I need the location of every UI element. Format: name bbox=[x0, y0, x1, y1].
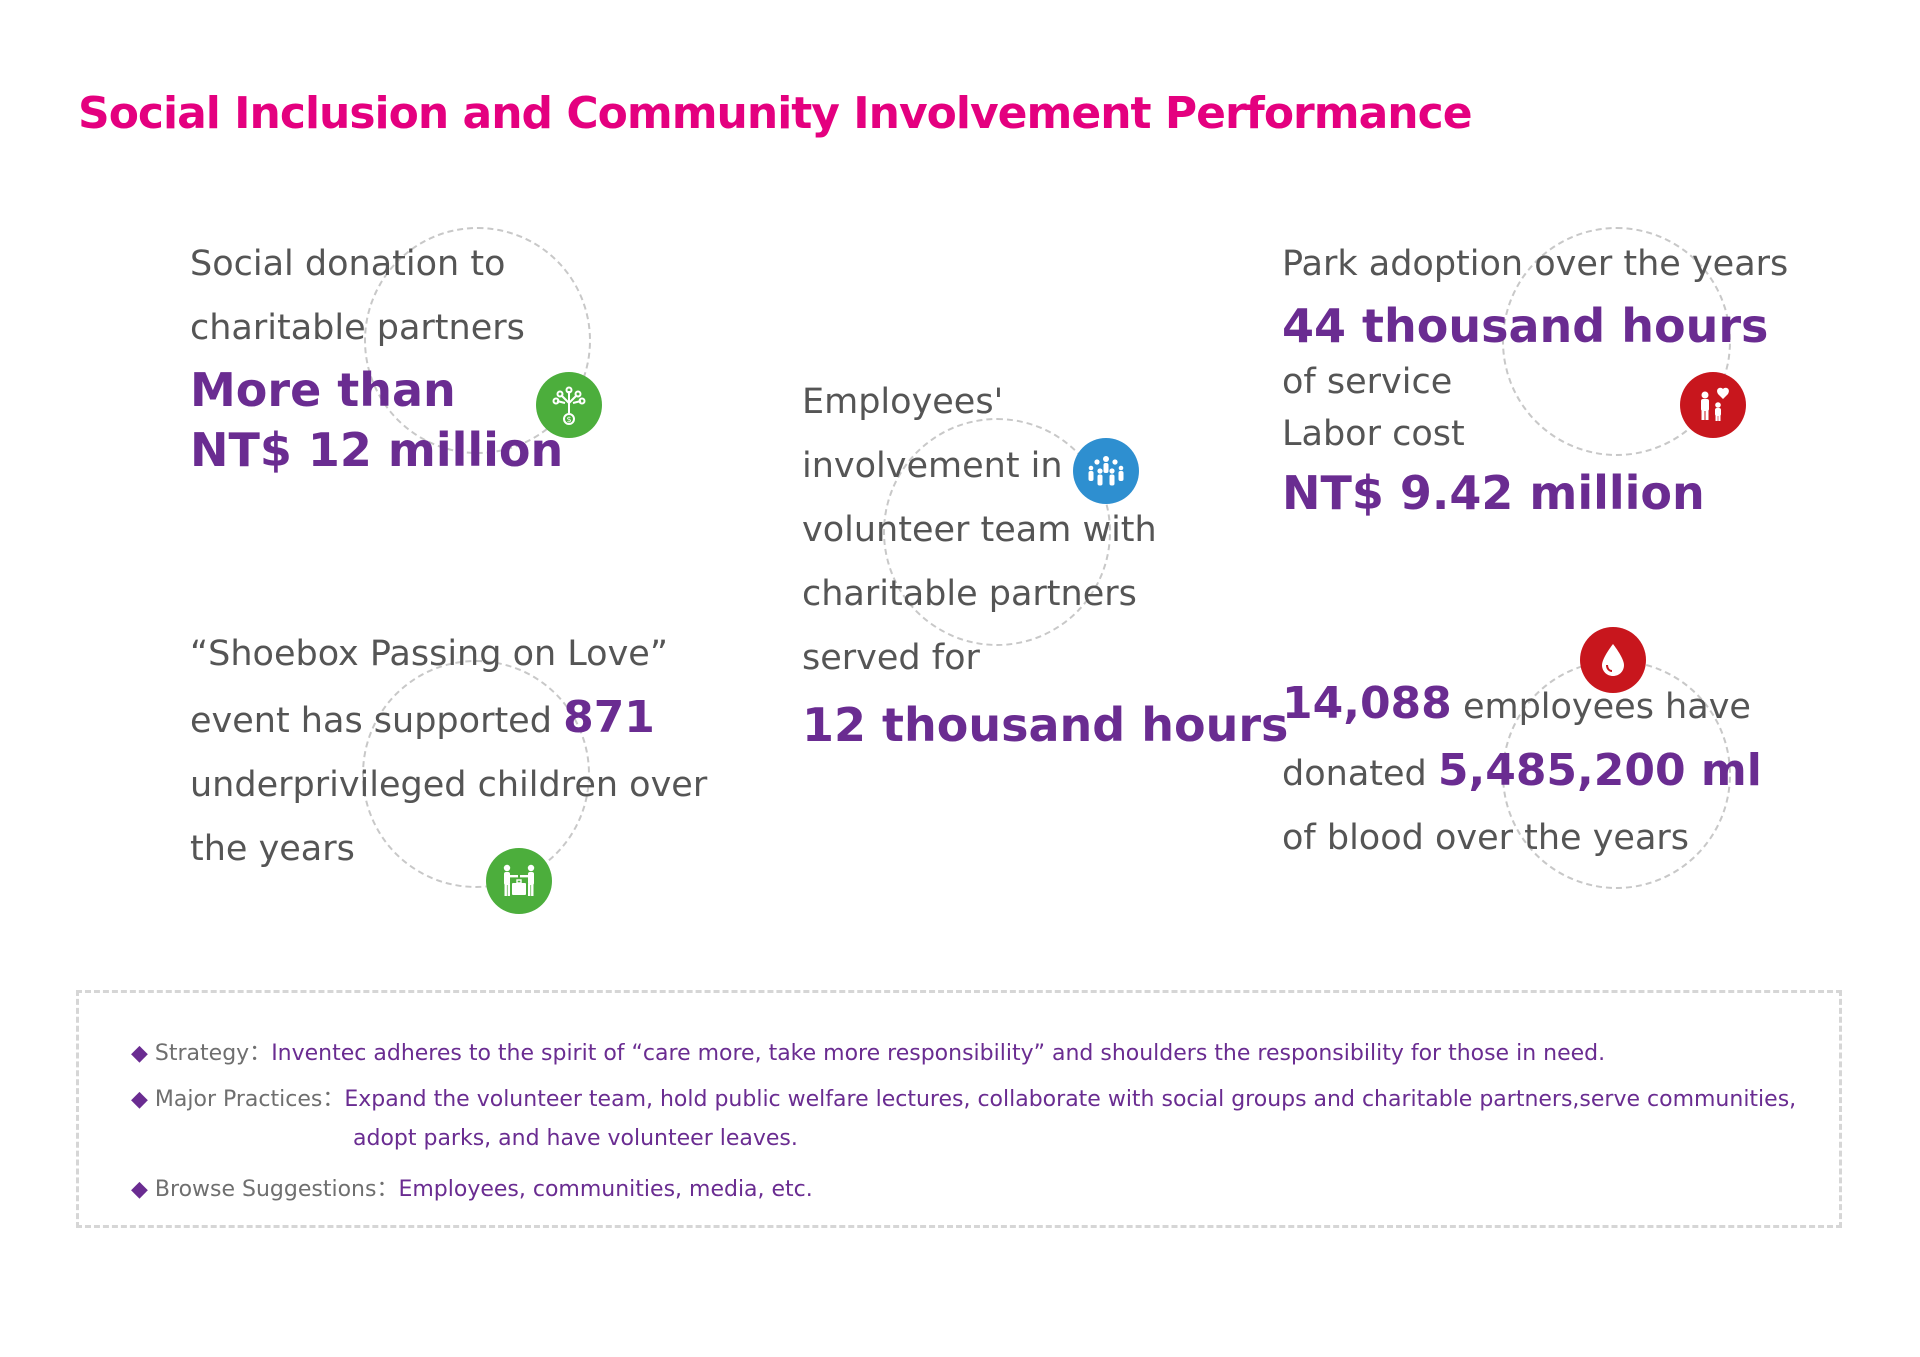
park-text-1: Park adoption over the years bbox=[1282, 244, 1789, 284]
donation-text-2: charitable partners bbox=[190, 308, 525, 348]
donation-value-1: More than bbox=[190, 363, 456, 417]
volunteer-text-5: served for bbox=[802, 638, 980, 678]
info-box: ◆ Strategy：Inventec adheres to the spiri… bbox=[76, 990, 1842, 1228]
strategy-line: ◆ Strategy：Inventec adheres to the spiri… bbox=[131, 1035, 1605, 1067]
page-title: Social Inclusion and Community Involveme… bbox=[78, 88, 1473, 139]
browse-line: ◆ Browse Suggestions：Employees, communit… bbox=[131, 1171, 813, 1203]
shoebox-text-3: underprivileged children over bbox=[190, 765, 708, 805]
volunteer-text-4: charitable partners bbox=[802, 574, 1137, 614]
browse-value: Employees, communities, media, etc. bbox=[398, 1177, 813, 1202]
park-value-1: 44 thousand hours bbox=[1282, 299, 1769, 353]
diamond-bullet-icon: ◆ bbox=[131, 1041, 148, 1066]
shoebox-count: 871 bbox=[563, 692, 655, 743]
shoebox-text-4: the years bbox=[190, 829, 355, 869]
practices-line-2: adopt parks, and have volunteer leaves. bbox=[353, 1126, 798, 1151]
browse-label: Browse Suggestions： bbox=[154, 1177, 399, 1202]
blood-drop-icon bbox=[1580, 627, 1646, 693]
strategy-value: Inventec adheres to the spirit of “care … bbox=[271, 1041, 1606, 1066]
family-heart-icon bbox=[1680, 372, 1746, 438]
strategy-label: Strategy： bbox=[154, 1041, 272, 1066]
blood-text-2: donated 5,485,200 ml bbox=[1282, 739, 1762, 806]
blood-block: 14,088 employees have donated 5,485,200 … bbox=[1282, 672, 1762, 870]
blood-text-2-prefix: donated bbox=[1282, 754, 1427, 794]
practices-value-2: adopt parks, and have volunteer leaves. bbox=[353, 1126, 798, 1151]
shoebox-text-2-prefix: event has supported bbox=[190, 701, 552, 741]
practices-line: ◆ Major Practices：Expand the volunteer t… bbox=[131, 1081, 1796, 1113]
diamond-bullet-icon: ◆ bbox=[131, 1177, 148, 1202]
blood-text-1-suffix: employees have bbox=[1462, 687, 1751, 727]
park-ring bbox=[1502, 227, 1731, 456]
volunteer-block: Employees' involvement in volunteer team… bbox=[802, 370, 1288, 760]
volunteer-text-3: volunteer team with bbox=[802, 510, 1157, 550]
volunteer-value: 12 thousand hours bbox=[802, 698, 1289, 752]
volunteer-text-2: involvement in bbox=[802, 446, 1063, 486]
donation-text-1: Social donation to bbox=[190, 244, 506, 284]
donation-ring bbox=[364, 227, 591, 454]
money-tree-icon: $ bbox=[536, 372, 602, 438]
svg-text:$: $ bbox=[566, 415, 571, 424]
park-block: Park adoption over the years 44 thousand… bbox=[1282, 232, 1788, 526]
donation-block: Social donation to charitable partners M… bbox=[190, 232, 563, 480]
group-people-icon bbox=[1073, 438, 1139, 504]
park-text-3: Labor cost bbox=[1282, 414, 1465, 454]
practices-value-1: Expand the volunteer team, hold public w… bbox=[344, 1087, 1797, 1112]
shoebox-text-2: event has supported 871 bbox=[190, 686, 707, 753]
diamond-bullet-icon: ◆ bbox=[131, 1087, 148, 1112]
volunteer-text-1: Employees' bbox=[802, 382, 1004, 422]
volunteer-ring bbox=[883, 418, 1111, 646]
blood-volume: 5,485,200 ml bbox=[1437, 745, 1762, 796]
practices-label: Major Practices： bbox=[154, 1087, 345, 1112]
shoebox-block: “Shoebox Passing on Love” event has supp… bbox=[190, 622, 707, 881]
shoebox-text-1: “Shoebox Passing on Love” bbox=[190, 634, 668, 674]
park-value-2: NT$ 9.42 million bbox=[1282, 466, 1705, 520]
donation-value-2: NT$ 12 million bbox=[190, 423, 564, 477]
shoebox-ring bbox=[362, 660, 590, 888]
blood-employees-count: 14,088 bbox=[1282, 678, 1452, 729]
gift-giving-icon bbox=[486, 848, 552, 914]
park-text-2: of service bbox=[1282, 362, 1453, 402]
blood-text-3: of blood over the years bbox=[1282, 818, 1690, 858]
blood-text-1: 14,088 employees have bbox=[1282, 672, 1762, 739]
